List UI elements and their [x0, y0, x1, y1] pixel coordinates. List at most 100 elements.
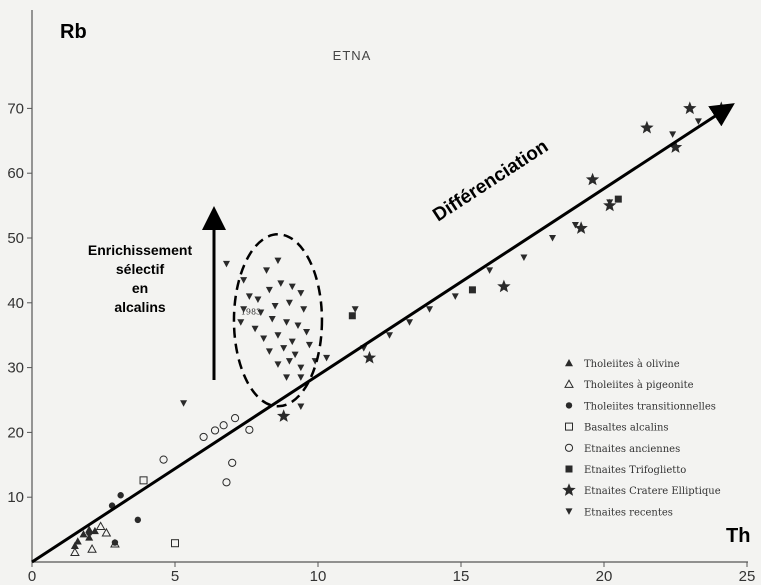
legend-label: Basaltes alcalins — [584, 423, 669, 434]
y-tick-label: 50 — [7, 230, 24, 247]
data-point-series-4 — [199, 432, 208, 442]
enrichment-label-line: alcalins — [114, 299, 166, 315]
legend-marker — [562, 483, 576, 496]
data-point-series-2 — [111, 539, 119, 546]
data-point-series-7 — [268, 316, 276, 323]
data-point-series-7 — [274, 332, 282, 339]
data-point-series-2 — [117, 492, 124, 499]
legend-label: Etnaites recentes — [584, 507, 673, 518]
data-point-series-7 — [260, 335, 268, 342]
data-point-series-7 — [277, 280, 285, 287]
data-point-series-5 — [468, 286, 476, 294]
data-point-series-7 — [606, 199, 614, 206]
data-point-series-4 — [228, 458, 237, 467]
data-point-series-7 — [291, 351, 299, 359]
data-point-series-7 — [263, 267, 271, 274]
data-point-series-7 — [240, 306, 248, 313]
data-point-series-3 — [171, 539, 179, 548]
data-point-series-1 — [70, 547, 80, 556]
legend-label: Tholeiites transitionnelles — [584, 401, 716, 412]
data-point-series-7 — [245, 293, 253, 300]
x-tick-label: 0 — [28, 568, 36, 585]
legend-marker — [565, 422, 573, 431]
enrichment-label-line: en — [132, 280, 148, 296]
enrichment-label-line: sélectif — [116, 261, 165, 277]
y-tick-label: 70 — [7, 100, 24, 117]
legend-marker — [564, 379, 574, 388]
data-point-series-0 — [79, 530, 88, 538]
data-point-series-7 — [386, 332, 393, 339]
data-point-series-0 — [73, 537, 82, 545]
data-point-series-7 — [297, 290, 305, 297]
data-point-series-7 — [520, 254, 528, 261]
data-point-series-7 — [222, 260, 230, 268]
x-axis-label: Th — [726, 525, 750, 547]
data-point-series-7 — [300, 306, 308, 313]
data-point-series-7 — [571, 222, 579, 229]
data-point-series-7 — [274, 257, 282, 265]
data-point-series-7 — [486, 267, 494, 274]
data-point-series-7 — [297, 403, 305, 410]
data-point-series-6 — [277, 409, 291, 422]
legend-label: Tholeiites à pigeonite — [584, 380, 694, 391]
data-point-series-7 — [271, 303, 279, 310]
y-tick-label: 40 — [7, 295, 24, 312]
data-point-series-6 — [497, 279, 511, 293]
data-point-series-7 — [251, 325, 259, 333]
data-point-series-6 — [683, 101, 697, 115]
data-point-series-4 — [245, 425, 254, 434]
data-point-series-1 — [95, 521, 106, 531]
x-tick-label: 15 — [453, 568, 470, 585]
legend-marker — [565, 508, 573, 515]
data-point-series-7 — [288, 338, 296, 346]
data-point-series-7 — [274, 361, 282, 368]
data-point-series-7 — [180, 400, 188, 407]
x-tick-label: 10 — [310, 568, 327, 585]
data-point-series-4 — [210, 426, 220, 435]
data-point-series-7 — [297, 374, 305, 381]
y-tick-label: 60 — [7, 165, 24, 182]
data-point-series-4 — [222, 478, 231, 487]
data-point-series-7 — [280, 345, 288, 352]
y-tick-label: 20 — [7, 424, 24, 441]
x-tick-label: 25 — [739, 568, 756, 585]
legend-marker — [565, 465, 573, 473]
x-tick-label: 5 — [171, 568, 179, 585]
y-axis-label: Rb — [60, 21, 87, 43]
data-point-series-6 — [668, 140, 683, 153]
data-point-series-7 — [254, 296, 262, 304]
year-label: 1983 — [241, 307, 261, 316]
data-point-series-7 — [351, 306, 359, 313]
data-point-series-7 — [237, 319, 245, 326]
data-point-series-6 — [640, 120, 654, 134]
data-point-series-7 — [323, 354, 331, 362]
data-point-series-7 — [303, 328, 311, 336]
chart-title: ETNA — [333, 48, 372, 63]
cluster-ellipse — [232, 233, 324, 408]
legend-marker — [565, 359, 573, 367]
data-point-series-7 — [240, 277, 248, 284]
data-point-series-7 — [451, 293, 459, 300]
data-points — [70, 101, 728, 556]
data-point-series-7 — [288, 283, 296, 291]
data-point-series-7 — [694, 118, 702, 125]
legend-marker — [564, 443, 574, 452]
legend-label: Etnaites Trifoglietto — [584, 465, 686, 476]
data-point-series-7 — [426, 306, 434, 313]
data-point-series-7 — [406, 319, 414, 326]
legend-label: Etnaites anciennes — [584, 444, 680, 455]
data-point-series-7 — [265, 348, 273, 355]
data-point-series-4 — [230, 414, 240, 423]
data-point-series-6 — [574, 221, 588, 234]
data-point-series-5 — [348, 312, 356, 320]
data-point-series-6 — [362, 350, 377, 364]
data-point-series-7 — [285, 299, 293, 307]
data-point-series-2 — [134, 516, 142, 524]
data-point-series-7 — [297, 364, 305, 372]
data-point-series-7 — [265, 286, 273, 294]
data-point-series-0 — [85, 533, 94, 541]
differenciation-label: Différenciation — [429, 136, 552, 226]
legend-marker — [565, 402, 573, 409]
tick-labels: 0 5 10 15 20 25 10 20 30 40 50 60 70 — [7, 100, 755, 585]
